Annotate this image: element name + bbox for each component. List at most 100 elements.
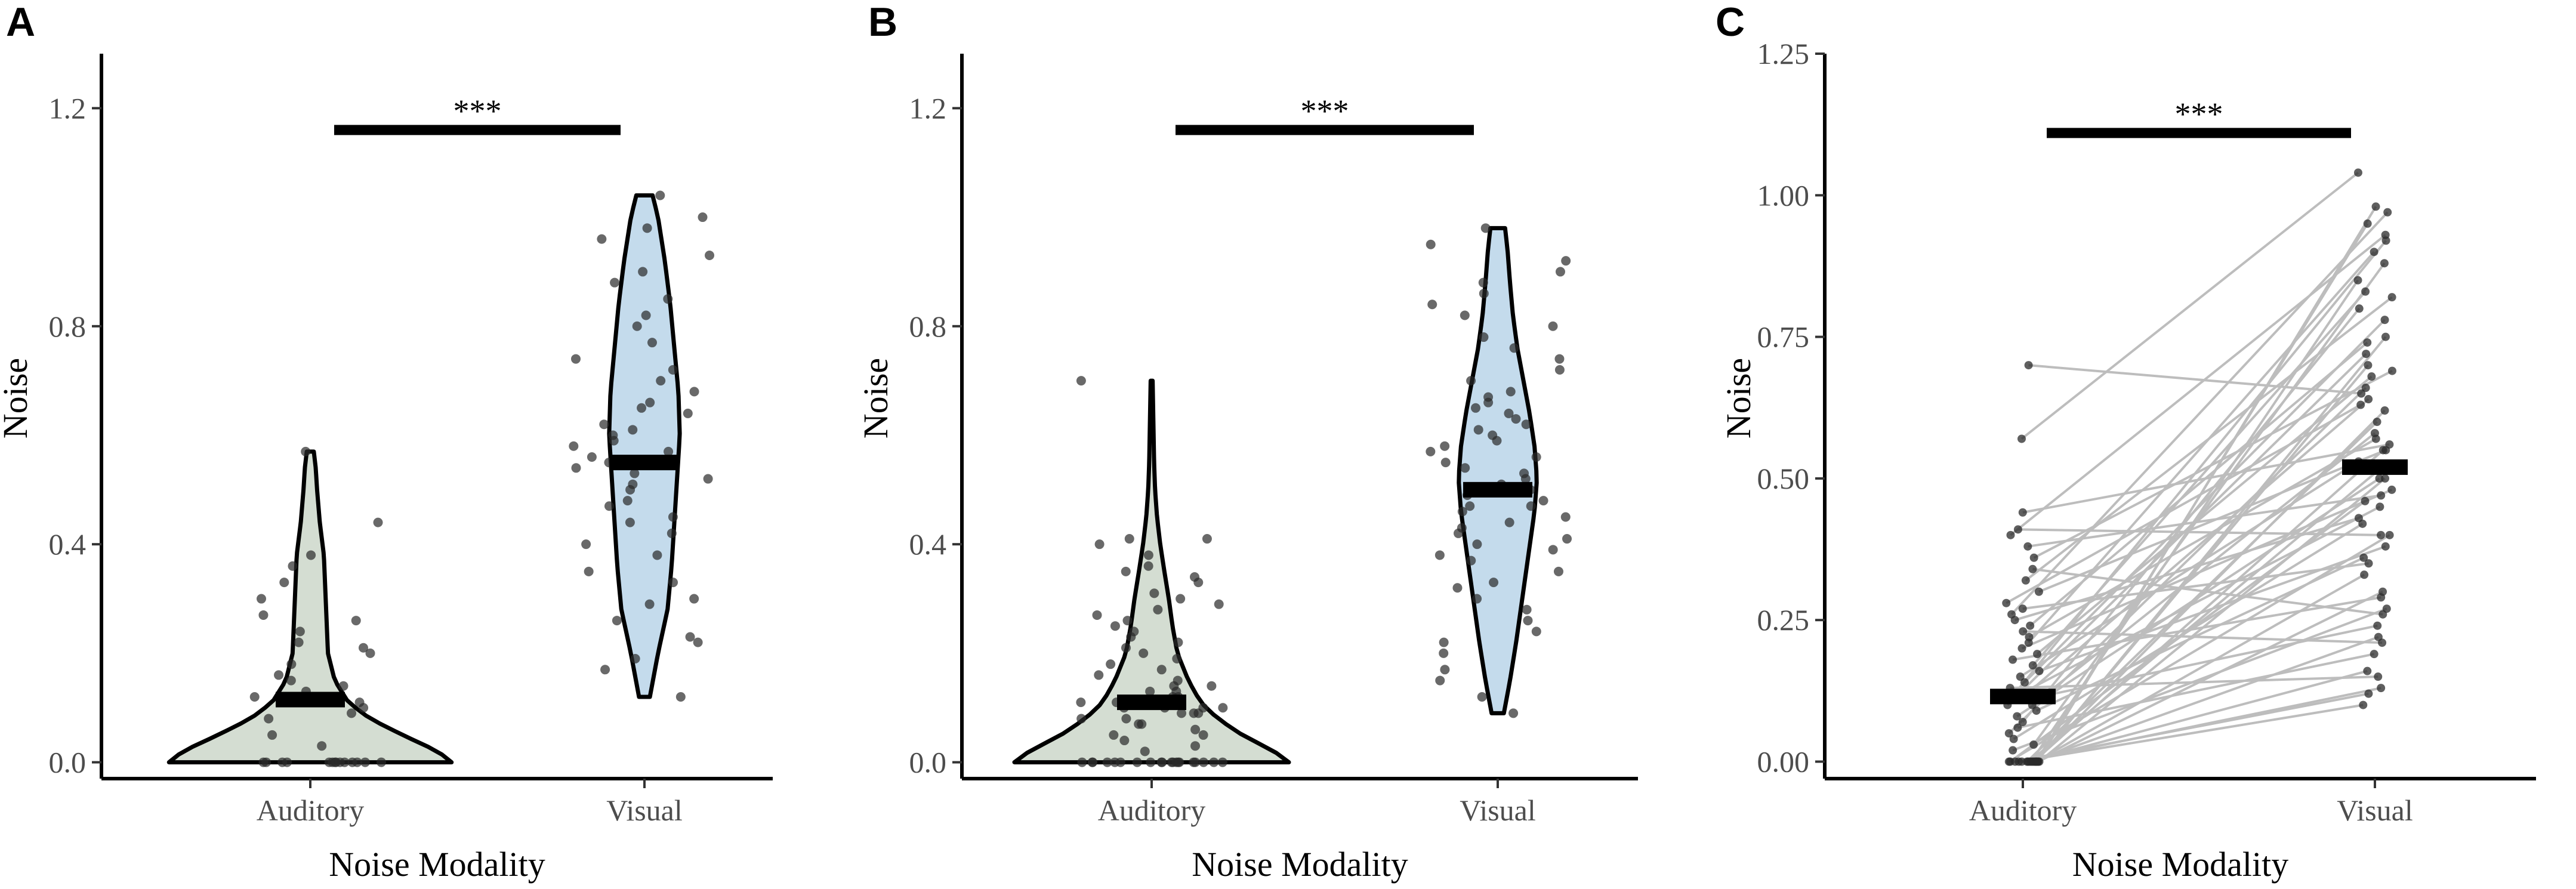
- panel-a-point-visual-35: [668, 365, 678, 375]
- panel-b-point-visual-41: [1511, 414, 1521, 424]
- panel-c-point-auditory-40: [2017, 644, 2026, 653]
- panel-c-point-auditory-53: [2023, 542, 2032, 551]
- panel-c-point-visual-32: [2364, 395, 2373, 404]
- panel-c-y-tick-label-5: 1.25: [1757, 37, 1810, 70]
- panel-b-point-auditory-9: [1146, 757, 1156, 767]
- panel-c-point-visual-48: [2356, 400, 2365, 409]
- panel-b-point-visual-35: [1426, 446, 1436, 456]
- panel-c-pair-line-30: [2009, 239, 2387, 700]
- panel-c-point-visual-37: [2361, 287, 2370, 296]
- panel-a-median-visual: [610, 455, 679, 471]
- panel-c-pair-line-17: [2034, 409, 2386, 763]
- panel-c-x-tick-label-auditory: Auditory: [1969, 794, 2077, 827]
- panel-b: B *** 0.0 0.4 0.8 1.2 Auditory Visual Noise …: [856, 0, 1638, 884]
- panel-c-point-auditory-49: [2034, 587, 2043, 596]
- panel-a-x-axis-title: Noise Modality: [329, 845, 545, 884]
- panel-a-point-visual-27: [608, 430, 618, 440]
- panel-c-pair-line-21: [2013, 523, 2364, 740]
- panel-b-point-visual-52: [1548, 321, 1558, 331]
- panel-c-point-auditory-44: [2026, 621, 2035, 630]
- panel-c-point-auditory-38: [2009, 655, 2017, 664]
- panel-b-point-auditory-50: [1172, 654, 1182, 664]
- panel-c-pair-line-40: [2021, 489, 2393, 650]
- panel-b-point-visual-57: [1555, 267, 1565, 277]
- panel-b-point-auditory-64: [1190, 572, 1200, 582]
- panel-c-point-visual-27: [2362, 350, 2371, 359]
- panel-a-point-auditory-14: [317, 741, 327, 751]
- panel-c-point-visual-41: [2370, 248, 2378, 257]
- panel-c-point-visual-46: [2383, 208, 2392, 217]
- panel-b-point-auditory-46: [1173, 675, 1183, 686]
- panel-b-point-auditory-19: [1110, 757, 1120, 767]
- panel-b-significance-label: ***: [1301, 93, 1349, 129]
- panel-b-point-auditory-14: [1157, 757, 1167, 767]
- panel-a-point-visual-0: [675, 692, 686, 702]
- panel-a-point-visual-32: [645, 397, 655, 408]
- panel-c-point-visual-15: [2381, 332, 2390, 341]
- panel-b-point-auditory-55: [1129, 626, 1139, 637]
- panel-c-point-visual-7: [2373, 417, 2381, 426]
- panel-c-y-tick-label-1: 0.25: [1757, 603, 1810, 637]
- panel-a-violin-visual: [607, 193, 682, 699]
- panel-a-point-visual-34: [656, 376, 666, 386]
- panel-c-point-visual-55: [2377, 530, 2386, 539]
- panel-a-point-visual-47: [655, 190, 665, 200]
- panel-a-point-auditory-7: [360, 757, 370, 767]
- panel-b-y-tick-label-1: 0.4: [909, 527, 947, 561]
- panel-b-point-visual-11: [1489, 578, 1499, 588]
- panel-b-point-auditory-13: [1198, 757, 1208, 767]
- panel-b-point-visual-33: [1440, 458, 1451, 468]
- panel-c-significance-label: ***: [2175, 96, 2223, 132]
- panel-b-violin-auditory: [1012, 378, 1291, 765]
- panel-a-point-auditory-31: [258, 610, 269, 620]
- panel-c-medians: [1990, 459, 2408, 705]
- panel-c-point-auditory-25: [2013, 712, 2022, 721]
- panel-c-point-auditory-37: [2028, 661, 2037, 670]
- panel-b-point-auditory-68: [1094, 539, 1105, 550]
- panel-c-point-visual-56: [2385, 440, 2394, 449]
- panel-a-point-auditory-29: [295, 626, 305, 637]
- panel-a-median-auditory: [276, 692, 345, 708]
- panel-b-point-auditory-59: [1153, 604, 1163, 615]
- panel-c-x-tick-label-visual: Visual: [2337, 794, 2413, 827]
- panel-a-point-visual-15: [604, 501, 614, 511]
- panel-c-point-visual-51: [2378, 610, 2387, 619]
- panel-a-point-auditory-33: [279, 578, 289, 588]
- panel-c-point-auditory-48: [2002, 598, 2011, 607]
- panel-c-median-visual: [2342, 459, 2408, 475]
- panel-a-violin-auditory: [166, 449, 454, 765]
- panel-c-pair-line-56: [2022, 443, 2390, 514]
- panel-c-point-auditory-24: [2018, 718, 2027, 727]
- panel-b-point-visual-32: [1460, 463, 1470, 473]
- panel-c-pair-line-48: [2006, 403, 2362, 604]
- panel-b-violins: [1012, 226, 1539, 765]
- panel-b-point-visual-16: [1472, 539, 1482, 550]
- panel-c-pair-line-54: [2010, 234, 2386, 536]
- panel-a-point-auditory-34: [288, 561, 298, 571]
- panel-a-point-visual-2: [630, 654, 640, 664]
- panel-a-point-visual-1: [600, 665, 610, 675]
- panel-b-point-visual-56: [1478, 277, 1488, 288]
- panel-c-point-visual-1: [2363, 219, 2372, 228]
- panel-c-point-auditory-51: [2028, 564, 2037, 573]
- panel-c-pair-line-31: [2020, 505, 2381, 695]
- panel-a-point-auditory-20: [249, 692, 260, 702]
- panel-c-point-visual-39: [2367, 372, 2376, 381]
- panel-c-y-axis-title: Noise: [1719, 358, 1758, 439]
- panel-c-point-auditory-52: [2029, 553, 2038, 562]
- panel-a-point-auditory-13: [261, 757, 272, 767]
- panel-a-medians: [276, 455, 679, 708]
- panel-b-point-auditory-29: [1121, 714, 1131, 724]
- panel-c-points: [2002, 168, 2396, 766]
- panel-c-pair-line-12: [2037, 206, 2377, 763]
- panel-b-point-auditory-49: [1106, 659, 1116, 669]
- panel-c-pair-line-53: [2028, 494, 2381, 548]
- panel-c-pair-line-58: [2028, 364, 2362, 395]
- panel-b-point-visual-1: [1477, 692, 1487, 702]
- panel-a-point-auditory-27: [358, 643, 368, 653]
- panel-c-point-visual-42: [2371, 434, 2380, 443]
- panel-a-point-visual-8: [668, 578, 678, 588]
- panel-b-point-visual-53: [1460, 310, 1470, 320]
- panel-b-point-visual-55: [1479, 288, 1489, 298]
- panel-b-point-auditory-32: [1189, 708, 1199, 718]
